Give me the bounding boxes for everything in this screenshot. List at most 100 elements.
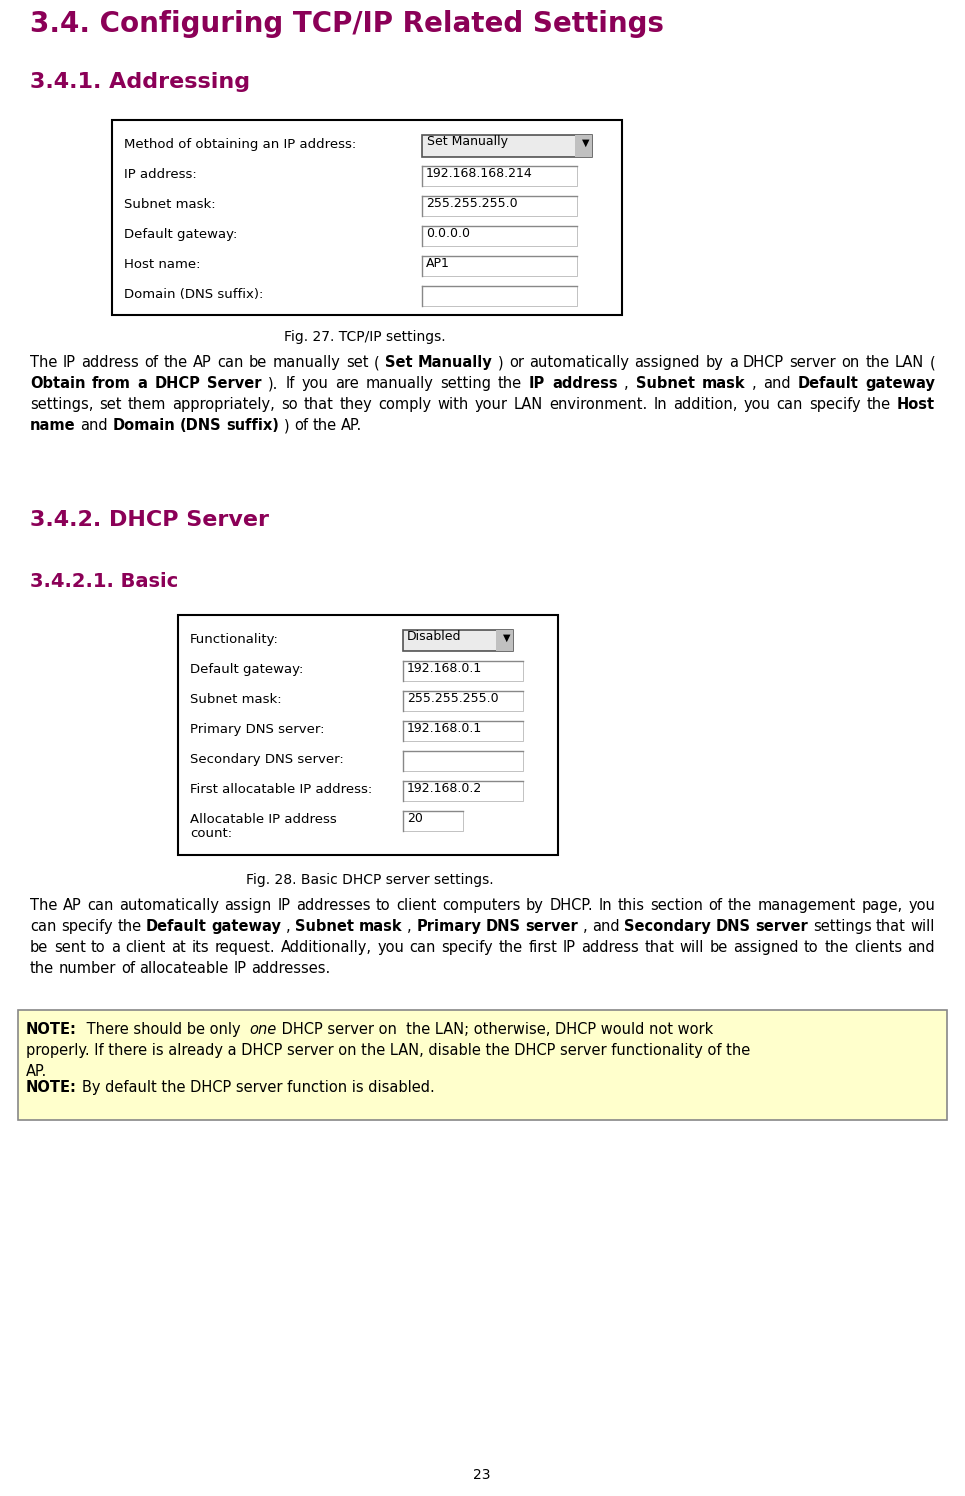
Text: manually: manually [366, 375, 433, 390]
Text: client: client [396, 898, 436, 913]
Text: to: to [91, 939, 106, 954]
Text: the: the [728, 898, 752, 913]
Bar [423, 136, 575, 156]
Text: the: the [499, 939, 523, 954]
Text: 23: 23 [473, 1468, 491, 1483]
Text: DHCP.: DHCP. [549, 898, 593, 913]
Text: address: address [552, 375, 618, 390]
Text: one: one [249, 1022, 277, 1037]
Bar [422, 286, 577, 307]
Text: NOTE:: NOTE: [26, 1080, 77, 1095]
Text: server: server [756, 919, 808, 934]
Text: settings: settings [813, 919, 871, 934]
Text: Default: Default [146, 919, 207, 934]
Text: properly. If there is already a DHCP server on the LAN, disable the DHCP server : properly. If there is already a DHCP ser… [26, 1043, 750, 1058]
Text: the: the [824, 939, 848, 954]
Text: 3.4.2. DHCP Server: 3.4.2. DHCP Server [30, 510, 269, 530]
Text: Primary DNS server:: Primary DNS server: [190, 723, 324, 736]
Text: by: by [526, 898, 543, 913]
Text: ,: , [624, 375, 629, 390]
Text: Additionally,: Additionally, [281, 939, 372, 954]
Text: AP: AP [63, 898, 82, 913]
Text: IP: IP [563, 939, 575, 954]
Text: (: ( [929, 355, 935, 370]
Text: environment.: environment. [549, 396, 648, 411]
Bar [18, 1010, 947, 1121]
Text: manually: manually [272, 355, 341, 370]
Text: sent: sent [54, 939, 86, 954]
Text: them: them [128, 396, 166, 411]
Bar [422, 196, 577, 215]
Text: your: your [475, 396, 508, 411]
Text: 3.4. Configuring TCP/IP Related Settings: 3.4. Configuring TCP/IP Related Settings [30, 10, 664, 37]
Text: 0.0.0.0: 0.0.0.0 [426, 227, 470, 239]
Text: at: at [172, 939, 186, 954]
Text: by: by [705, 355, 724, 370]
Text: ,: , [286, 919, 290, 934]
Text: mask: mask [359, 919, 402, 934]
Text: management: management [758, 898, 856, 913]
Text: DHCP: DHCP [743, 355, 785, 370]
Text: In: In [598, 898, 612, 913]
Text: If: If [286, 375, 295, 390]
Text: set: set [345, 355, 369, 370]
Text: you: you [908, 898, 935, 913]
Bar [403, 630, 513, 651]
Text: assign: assign [225, 898, 272, 913]
Text: the: the [866, 355, 890, 370]
Text: that: that [645, 939, 675, 954]
Text: By default the DHCP server function is disabled.: By default the DHCP server function is d… [81, 1080, 434, 1095]
Text: DNS: DNS [716, 919, 751, 934]
Text: addresses: addresses [296, 898, 371, 913]
Text: a: a [138, 375, 148, 390]
Text: gateway: gateway [866, 375, 935, 390]
Text: Default gateway:: Default gateway: [190, 663, 303, 676]
Text: and: and [593, 919, 620, 934]
Text: Subnet: Subnet [295, 919, 354, 934]
Text: 255.255.255.0: 255.255.255.0 [407, 693, 499, 705]
Text: The: The [30, 355, 57, 370]
Bar [575, 135, 592, 157]
Text: setting: setting [440, 375, 491, 390]
Text: Allocatable IP address: Allocatable IP address [190, 812, 337, 826]
Text: specify: specify [809, 396, 861, 411]
Text: suffix): suffix) [226, 417, 279, 432]
Text: settings,: settings, [30, 396, 94, 411]
Text: IP address:: IP address: [124, 168, 197, 181]
Text: First allocatable IP address:: First allocatable IP address: [190, 782, 372, 796]
Text: automatically: automatically [529, 355, 629, 370]
Text: 192.168.0.2: 192.168.0.2 [407, 782, 482, 794]
Text: NOTE:: NOTE: [26, 1022, 77, 1037]
Text: be: be [709, 939, 728, 954]
Text: Manually: Manually [418, 355, 492, 370]
Text: Fig. 28. Basic DHCP server settings.: Fig. 28. Basic DHCP server settings. [246, 874, 494, 887]
Text: IP: IP [529, 375, 545, 390]
Text: from: from [93, 375, 131, 390]
Text: Subnet: Subnet [636, 375, 695, 390]
Text: Secondary: Secondary [624, 919, 711, 934]
Text: LAN: LAN [514, 396, 543, 411]
Text: on: on [841, 355, 860, 370]
Text: be: be [249, 355, 267, 370]
Text: and: and [80, 417, 108, 432]
Text: computers: computers [442, 898, 520, 913]
Text: client: client [125, 939, 166, 954]
Text: IP: IP [277, 898, 290, 913]
Text: 3.4.1. Addressing: 3.4.1. Addressing [30, 72, 250, 91]
Text: to: to [804, 939, 818, 954]
Text: this: this [618, 898, 645, 913]
Text: Domain (DNS suffix):: Domain (DNS suffix): [124, 289, 263, 301]
Text: can: can [217, 355, 243, 370]
Text: addresses.: addresses. [251, 960, 330, 975]
Text: you: you [744, 396, 771, 411]
Text: of: of [144, 355, 158, 370]
Text: Obtain: Obtain [30, 375, 86, 390]
Bar [403, 721, 523, 741]
Text: count:: count: [190, 827, 233, 839]
Text: the: the [30, 960, 54, 975]
Text: addition,: addition, [674, 396, 737, 411]
Bar [112, 120, 622, 316]
Bar [422, 135, 592, 157]
Text: Server: Server [207, 375, 262, 390]
Text: assigned: assigned [635, 355, 700, 370]
